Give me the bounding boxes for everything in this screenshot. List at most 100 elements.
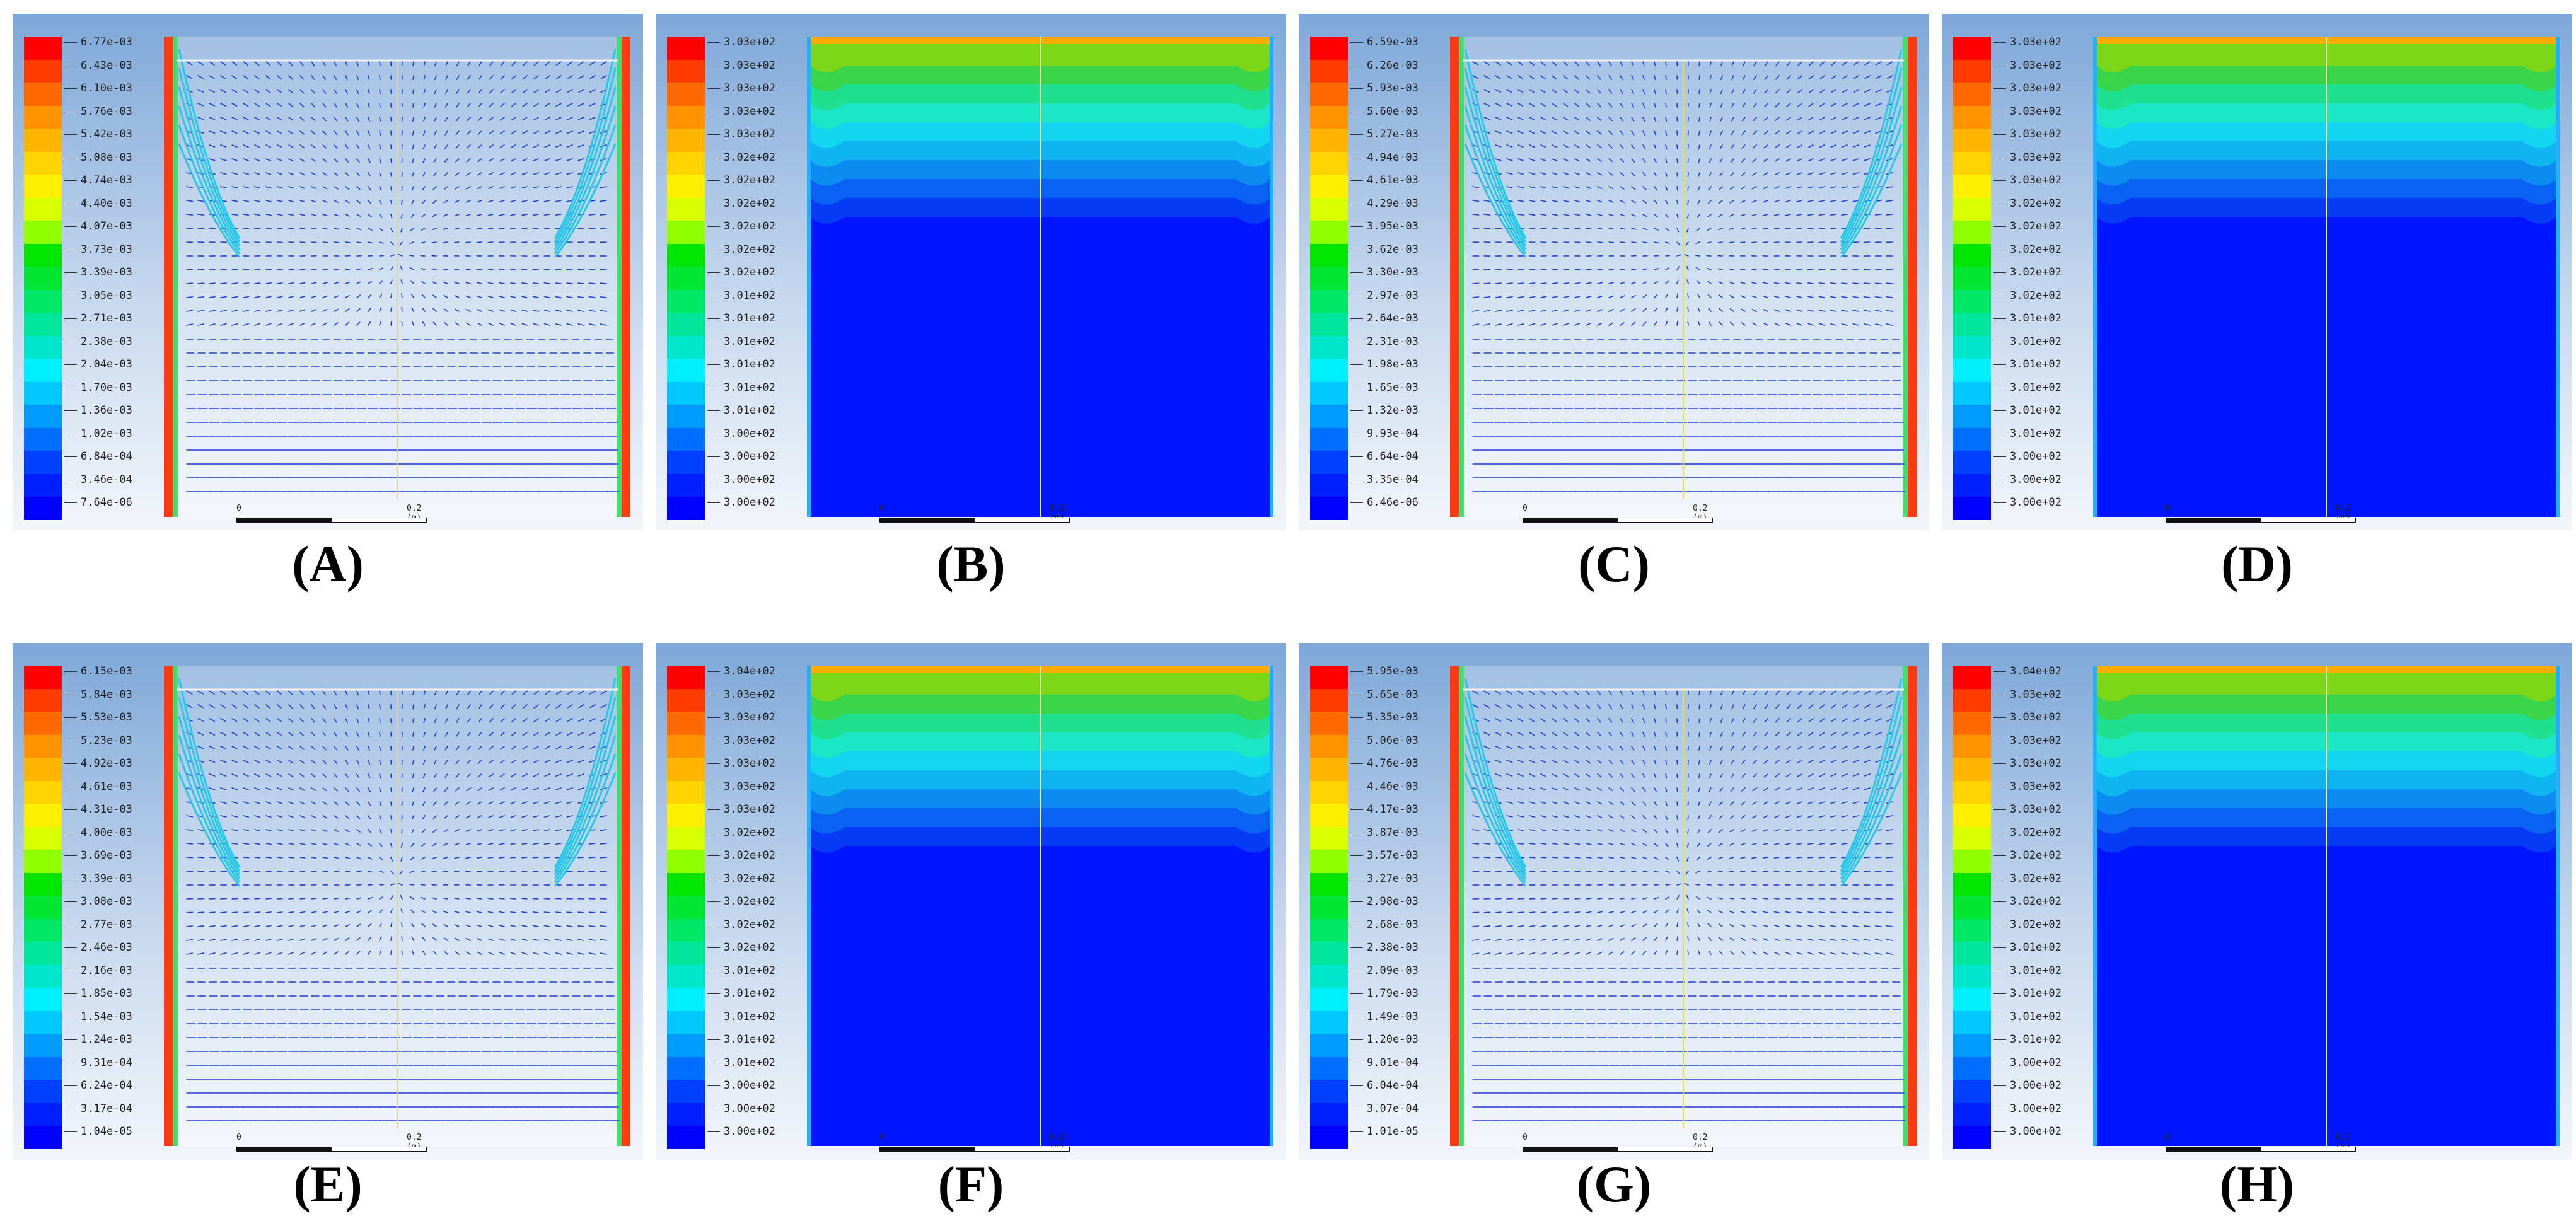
velocity-vector	[543, 172, 550, 175]
legend-swatch	[24, 221, 62, 244]
velocity-vector	[1875, 130, 1882, 134]
velocity-vector	[1472, 282, 1480, 284]
velocity-vector	[521, 939, 528, 941]
velocity-vector	[1886, 75, 1893, 79]
legend-swatch	[1310, 734, 1348, 758]
velocity-vector	[455, 158, 460, 163]
velocity-vector	[400, 857, 403, 862]
velocity-vector	[322, 857, 328, 859]
velocity-vector	[1742, 103, 1746, 108]
velocity-vector	[522, 89, 528, 93]
legend-value-label: 5.06e-03	[1350, 734, 1419, 747]
velocity-vector	[521, 773, 528, 777]
velocity-vector	[411, 200, 414, 205]
velocity-vector	[277, 787, 283, 791]
velocity-vector	[1631, 144, 1635, 149]
velocity-vector	[544, 117, 550, 120]
velocity-vector	[1529, 801, 1536, 804]
velocity-vector	[588, 857, 596, 859]
velocity-vector	[379, 186, 382, 191]
velocity-vector	[1574, 732, 1579, 736]
velocity-vector	[1753, 75, 1757, 80]
recirculation-streak	[1840, 86, 1903, 246]
velocity-vector	[510, 952, 516, 955]
velocity-vector	[1864, 117, 1871, 120]
legend-entry: 2.38e-03	[24, 335, 132, 359]
legend-value-label: 6.04e-04	[1350, 1079, 1419, 1092]
velocity-vector	[197, 296, 205, 298]
panel-c-domain	[1450, 37, 1917, 517]
velocity-vector	[1797, 704, 1802, 709]
velocity-vector	[356, 268, 362, 270]
velocity-vector	[1731, 718, 1734, 723]
velocity-vector	[334, 103, 337, 108]
velocity-vector	[288, 214, 294, 216]
velocity-vector	[1642, 951, 1647, 955]
velocity-vector	[589, 75, 596, 79]
velocity-vector	[299, 228, 306, 229]
velocity-vector	[231, 815, 238, 818]
velocity-vector	[1642, 937, 1647, 941]
velocity-vector	[243, 269, 250, 270]
velocity-vector	[1642, 787, 1646, 792]
velocity-vector	[1620, 760, 1624, 765]
velocity-vector	[1797, 117, 1802, 121]
scale-start-label: 0	[879, 504, 885, 513]
legend-value-label: 3.01e+02	[707, 964, 775, 977]
panel-d-legend: 3.03e+02 3.03e+02 3.03e+02 3.03e+02 3.03e+02…	[1953, 37, 2062, 520]
velocity-vector	[555, 898, 562, 900]
velocity-vector	[1665, 950, 1668, 955]
velocity-vector	[577, 732, 584, 736]
velocity-vector	[411, 186, 414, 191]
velocity-vector	[1698, 732, 1700, 737]
velocity-vector	[444, 801, 448, 806]
velocity-vector	[368, 117, 370, 122]
velocity-vector	[356, 937, 361, 941]
velocity-vector	[334, 214, 339, 217]
panel-d-domain	[2093, 37, 2560, 517]
velocity-vector	[433, 787, 437, 792]
velocity-vector	[1597, 214, 1603, 216]
velocity-vector	[1654, 144, 1657, 149]
velocity-vector	[1540, 103, 1546, 107]
velocity-vector	[1830, 718, 1836, 722]
velocity-vector	[1797, 103, 1802, 107]
legend-value-label: 3.02e+02	[707, 895, 775, 908]
velocity-vector	[299, 117, 305, 121]
velocity-vector	[368, 294, 372, 298]
legend-swatch	[24, 175, 62, 198]
velocity-vector	[510, 815, 516, 818]
velocity-vector	[299, 89, 305, 94]
wall-layer	[1903, 666, 1908, 1146]
velocity-vector	[521, 323, 528, 326]
velocity-vector	[445, 690, 448, 696]
velocity-vector	[197, 704, 204, 709]
velocity-vector	[379, 787, 381, 792]
recirculation-streaks	[1464, 49, 1903, 258]
velocity-vector	[555, 130, 562, 134]
legend-value-label: 4.94e-03	[1350, 151, 1419, 164]
velocity-vector	[1597, 282, 1603, 284]
velocity-vector	[410, 843, 414, 847]
legend-swatch	[24, 129, 62, 152]
velocity-vector	[254, 89, 260, 93]
velocity-vector	[334, 322, 339, 326]
velocity-vector	[356, 130, 360, 136]
velocity-vector	[1785, 269, 1791, 270]
velocity-vector	[1540, 89, 1546, 93]
velocity-vector	[444, 732, 448, 737]
velocity-vector	[577, 787, 584, 790]
velocity-vector	[345, 937, 350, 941]
velocity-vector	[499, 787, 505, 791]
velocity-vector	[1506, 158, 1513, 161]
velocity-vector	[1608, 158, 1613, 163]
velocity-vector	[356, 103, 359, 108]
velocity-vector	[521, 158, 528, 162]
velocity-vector	[421, 910, 426, 913]
velocity-vector	[511, 103, 516, 107]
velocity-vector	[334, 843, 339, 846]
velocity-vector	[1540, 952, 1546, 955]
velocity-vector	[265, 760, 271, 763]
legend-swatch	[1310, 666, 1348, 689]
legend-entry: 5.42e-03	[24, 129, 132, 152]
